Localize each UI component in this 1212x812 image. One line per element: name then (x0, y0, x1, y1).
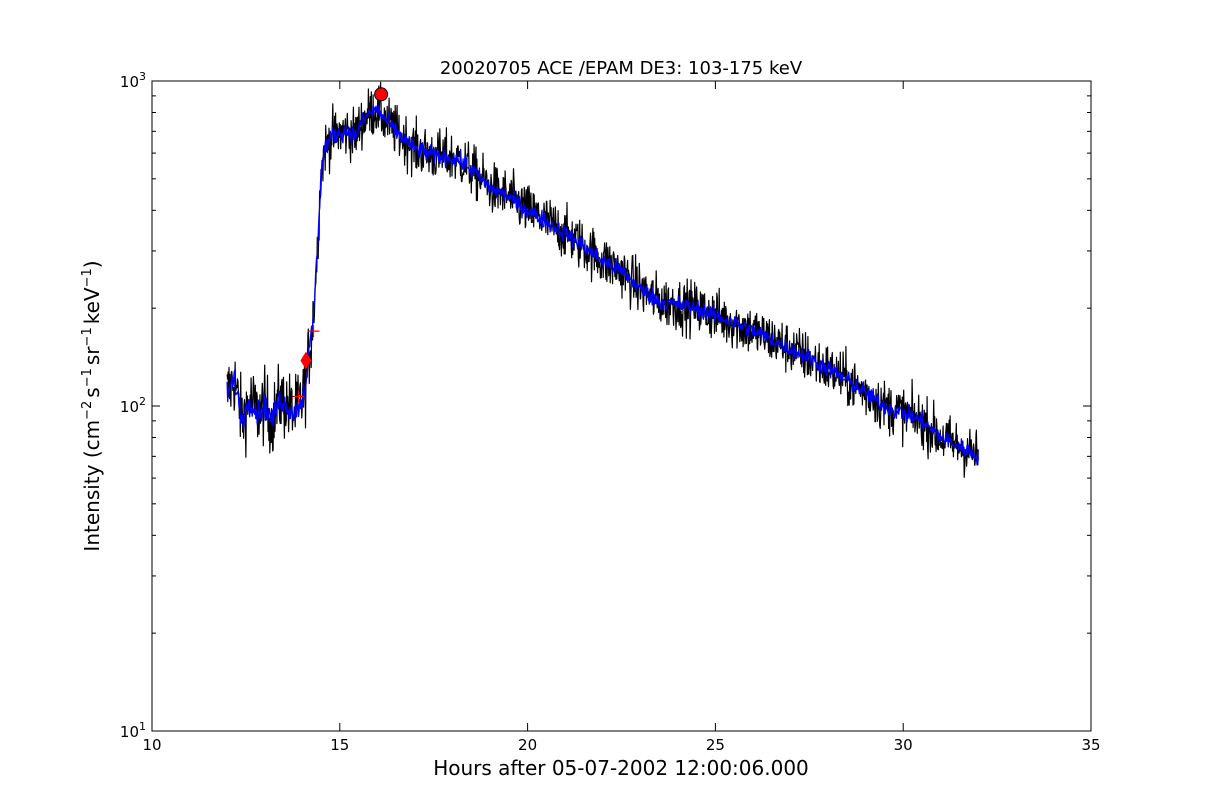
series-smoothed-line (226, 104, 979, 466)
y-axis-label-mid2: sr (80, 346, 104, 365)
x-tick-label: 35 (1081, 736, 1100, 754)
onset-marker-diamond (300, 351, 312, 370)
x-axis-label: Hours after 05-07-2002 12:00:06.000 (433, 756, 809, 780)
y-tick-label: 102 (120, 395, 146, 416)
y-axis-label-sup1: −2 (80, 401, 95, 420)
x-tick-label: 15 (330, 736, 349, 754)
x-tick-label: 30 (894, 736, 913, 754)
y-axis-label-mid3: keV (80, 287, 104, 324)
x-tick-label: 25 (706, 736, 725, 754)
y-axis-label-sup4: −1 (80, 268, 95, 287)
y-tick-label: 101 (120, 720, 146, 741)
x-tick-label: 20 (518, 736, 537, 754)
x-tick-label: 10 (142, 736, 161, 754)
y-axis-label-mid1: s (80, 387, 104, 397)
y-tick-label: 103 (120, 70, 146, 91)
peak-marker-circle (374, 87, 389, 102)
y-axis-label: Intensity (cm−2s−1sr−1keV−1) (80, 260, 104, 551)
chart-title: 20020705 ACE /EPAM DE3: 103-175 keV (440, 58, 803, 79)
marker-plus (307, 325, 320, 338)
y-axis-label-sup2: −1 (80, 368, 95, 387)
y-axis-label-sup3: −1 (80, 327, 95, 346)
y-axis-label-base: Intensity (cm (80, 420, 104, 552)
series-raw-line (226, 81, 979, 478)
marker-plus (292, 390, 305, 403)
plot-frame (151, 80, 1092, 732)
y-axis-label-end: ) (80, 260, 104, 268)
plot-area: 10 15 20 25 30 35 101 102 103 (120, 70, 1101, 754)
